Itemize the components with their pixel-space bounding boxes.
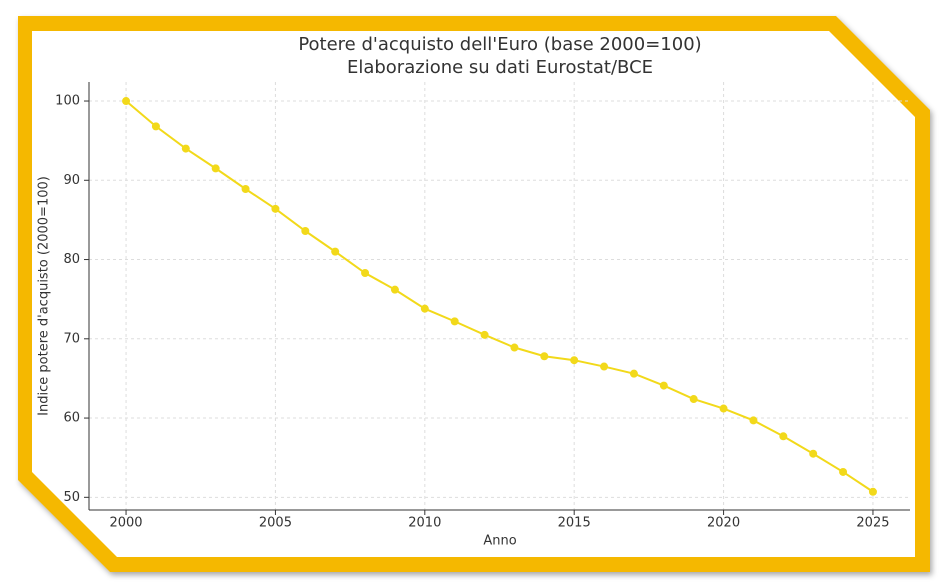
point	[809, 449, 818, 458]
x-tick-label: 2025	[856, 516, 889, 531]
point	[570, 356, 579, 365]
x-tick-label: 2000	[109, 516, 142, 531]
point	[540, 352, 549, 361]
point	[151, 122, 160, 131]
chart-subtitle: Elaborazione su dati Eurostat/BCE	[347, 57, 653, 78]
point	[361, 269, 370, 278]
point	[450, 317, 459, 326]
point	[420, 304, 429, 313]
point	[241, 185, 250, 193]
point	[749, 416, 758, 425]
panel	[32, 31, 915, 557]
point	[600, 362, 609, 371]
point	[301, 227, 310, 236]
x-axis-label: Anno	[483, 534, 516, 549]
point	[659, 381, 668, 390]
point	[839, 467, 848, 476]
point	[719, 404, 728, 413]
point	[868, 487, 877, 496]
point	[181, 144, 190, 153]
point	[629, 369, 638, 378]
point	[271, 204, 280, 213]
point	[779, 432, 788, 441]
point	[211, 164, 220, 173]
plot-area: 50 60 70 80 90 100 2000 2005 2010 2015 2020 2025	[55, 82, 910, 531]
y-tick-label: 70	[63, 331, 80, 346]
x-tick-label: 2020	[707, 516, 740, 531]
point	[510, 343, 519, 352]
y-tick-label: 90	[63, 173, 80, 188]
point	[689, 395, 698, 404]
x-tick-label: 2005	[259, 516, 292, 531]
line	[125, 100, 874, 493]
y-axis-label: Indice potere d'acquisto (2000=100)	[37, 176, 52, 416]
x-tick-label: 2015	[558, 516, 591, 531]
point	[122, 97, 131, 106]
point	[331, 247, 340, 256]
point	[390, 285, 399, 294]
point	[480, 330, 489, 339]
y-tick-label: 60	[63, 411, 80, 426]
y-tick-label: 80	[63, 252, 80, 267]
chart-title: Potere d'acquisto dell'Euro (base 2000=1…	[298, 34, 701, 55]
y-tick-label: 100	[55, 94, 80, 109]
y-tick-label: 50	[63, 490, 80, 505]
x-tick-label: 2010	[408, 516, 441, 531]
